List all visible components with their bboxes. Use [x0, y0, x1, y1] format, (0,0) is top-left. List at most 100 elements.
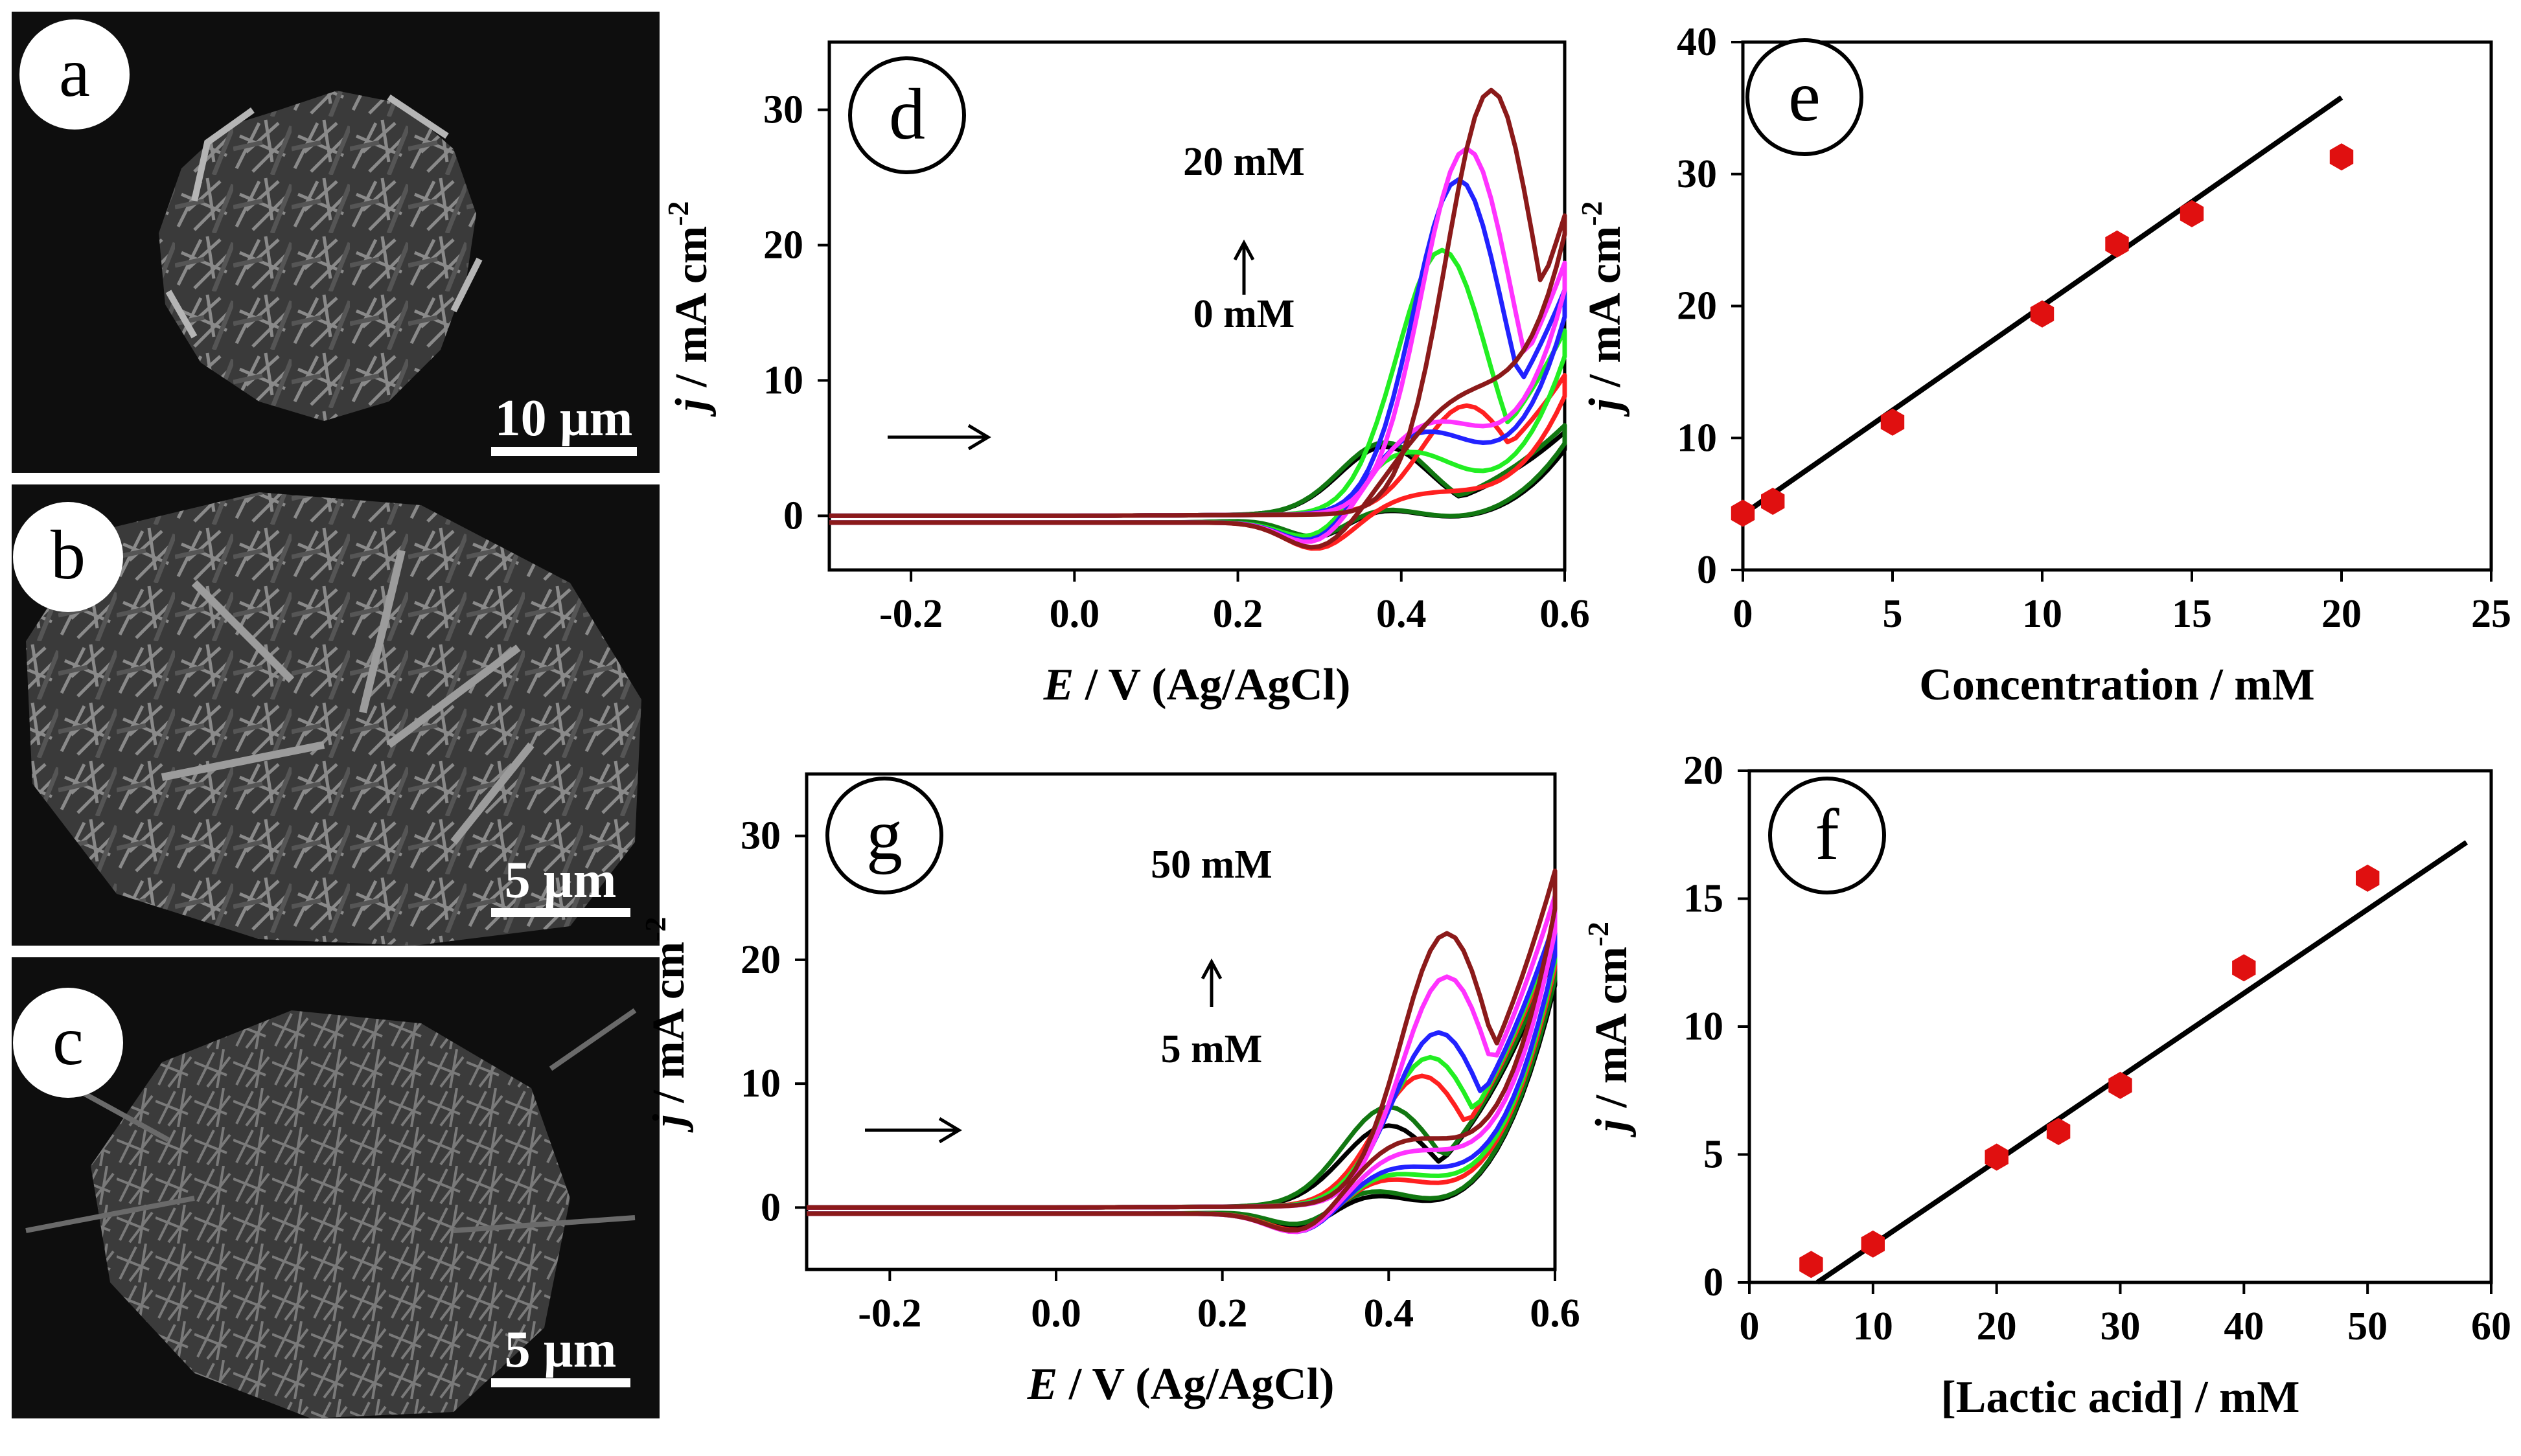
- y-axis-label-units: / mA cm: [1587, 946, 1637, 1119]
- y-tick-label: 20: [1683, 749, 1723, 793]
- data-point: [2108, 1071, 2132, 1099]
- data-point: [1761, 488, 1785, 515]
- x-axis-label-rest: / V (Ag/AgCl): [1057, 1359, 1334, 1409]
- panel-label-circle-a: [19, 19, 130, 130]
- y-tick-label: 40: [1677, 20, 1717, 64]
- x-axis-label: [Lactic acid] / mM: [1941, 1372, 2300, 1422]
- x-tick-label: 40: [2224, 1304, 2264, 1348]
- panel-label-circle-b: [13, 502, 123, 612]
- data-point: [2232, 954, 2256, 982]
- cv-curve: [829, 423, 1567, 539]
- panel-label-circle-c: [13, 988, 123, 1098]
- y-tick-label: 10: [741, 1062, 781, 1106]
- sem-panel-c: c 5 µm: [12, 957, 660, 1418]
- sem-panel-b: b 5 µm: [12, 484, 660, 946]
- y-tick-label: 30: [763, 87, 803, 131]
- y-tick-label: 30: [741, 814, 781, 858]
- x-tick-label: 0.2: [1213, 592, 1263, 636]
- x-axis-label-rest: / V (Ag/AgCl): [1074, 660, 1350, 710]
- annotation-top: 20 mM: [1183, 140, 1305, 184]
- data-point: [2356, 864, 2380, 892]
- y-axis-label-units: / mA cm: [667, 226, 717, 398]
- data-point: [1731, 499, 1755, 527]
- y-axis-label-exponent: -2: [1575, 201, 1608, 225]
- y-axis-label-symbol: j: [1580, 398, 1630, 418]
- plot-frame: [805, 772, 1557, 1271]
- panel-label: g: [866, 795, 903, 875]
- data-point: [1985, 1143, 2009, 1171]
- y-tick-label: 10: [1677, 416, 1717, 460]
- panel-label-b: b: [51, 517, 86, 594]
- x-tick-label: 60: [2471, 1304, 2511, 1348]
- y-tick-label: 30: [1677, 152, 1717, 196]
- x-tick-label: 20: [2321, 592, 2362, 636]
- x-axis-label: Concentration / mM: [1919, 660, 2314, 710]
- y-tick-label: 20: [741, 938, 781, 982]
- cv-curve: [807, 924, 1558, 1233]
- y-tick-label: 0: [761, 1185, 781, 1229]
- y-axis-label: j / mA cm-2: [1575, 201, 1630, 417]
- x-axis-label: E / V (Ag/AgCl): [1027, 1359, 1335, 1409]
- x-tick-label: 50: [2347, 1304, 2388, 1348]
- y-axis-label-exponent: -2: [662, 201, 695, 225]
- x-tick-label: 0.2: [1197, 1291, 1248, 1336]
- cv-curve: [807, 918, 1558, 1234]
- panel-label-a: a: [59, 34, 90, 111]
- data-point: [2030, 300, 2055, 328]
- x-tick-label: 0: [1740, 1304, 1760, 1348]
- y-axis-label-exponent: -2: [1582, 922, 1615, 946]
- scale-bar-b: [491, 908, 630, 917]
- increase-arrowhead: [1201, 958, 1223, 980]
- panel-label: d: [889, 74, 925, 155]
- y-axis-label: j / mA cm-2: [639, 916, 694, 1133]
- data-point: [2180, 199, 2204, 227]
- data-point: [1799, 1251, 1823, 1279]
- y-tick-label: 0: [1703, 1260, 1723, 1304]
- scale-bar-a: [491, 447, 637, 456]
- y-tick-label: 0: [1697, 548, 1717, 592]
- cv-curve: [807, 869, 1558, 1233]
- y-axis-label-units: / mA cm: [1580, 226, 1630, 398]
- x-tick-label: 10: [1853, 1304, 1893, 1348]
- cv-curve: [829, 87, 1567, 550]
- data-point: [1861, 1230, 1885, 1258]
- scan-direction-arrowhead: [967, 424, 991, 451]
- x-tick-label: -0.2: [879, 592, 943, 636]
- y-tick-label: 0: [783, 494, 803, 538]
- sem-flower-a: [159, 91, 483, 421]
- sem-panel-a: a 10 µm: [12, 12, 660, 473]
- y-tick-label: 15: [1683, 877, 1723, 921]
- x-tick-label: 0.0: [1050, 592, 1100, 636]
- x-tick-label: 0.6: [1530, 1291, 1580, 1336]
- x-tick-label: 0.0: [1031, 1291, 1081, 1336]
- y-tick-label: 10: [763, 358, 803, 402]
- chart-g: -0.2 0.0 0.2 0.4 0.6 0 10 20 30 E / V (Ag/AgCl) j …: [639, 772, 1580, 1409]
- panel-label: e: [1788, 56, 1821, 137]
- y-axis-label-symbol: j: [1587, 1119, 1637, 1138]
- panel-label-circle: [1768, 777, 1886, 894]
- y-tick-label: 5: [1703, 1133, 1723, 1177]
- panel-label: f: [1815, 795, 1839, 875]
- annotation-top: 50 mM: [1151, 843, 1272, 887]
- x-tick-label: 30: [2101, 1304, 2141, 1348]
- data-point: [2105, 230, 2129, 258]
- scale-bar-label-a: 10 µm: [495, 390, 633, 447]
- y-axis-label: j / mA cm-2: [1582, 922, 1637, 1138]
- y-axis-label-symbol: j: [667, 398, 717, 418]
- chart-d: -0.2 0.0 0.2 0.4 0.6 0 10 20 30 E / V (Ag/AgCl) j …: [662, 40, 1590, 710]
- panel-label-circle: [848, 56, 966, 174]
- cv-curve: [829, 177, 1567, 542]
- y-axis-label-exponent: -2: [639, 916, 672, 941]
- y-axis-label-units: / mA cm: [644, 942, 694, 1114]
- scale-bar-label-c: 5 µm: [505, 1321, 617, 1378]
- panel-label-circle: [825, 777, 943, 894]
- x-tick-label: 10: [2022, 592, 2062, 636]
- x-tick-label: 20: [1977, 1304, 2017, 1348]
- sem-flower-c: [25, 1008, 637, 1418]
- sem-flower-b: [26, 492, 641, 946]
- x-tick-label: -0.2: [858, 1291, 921, 1336]
- scale-bar-label-b: 5 µm: [505, 852, 617, 909]
- y-tick-label: 10: [1683, 1005, 1723, 1049]
- annotation-bottom: 5 mM: [1161, 1027, 1263, 1071]
